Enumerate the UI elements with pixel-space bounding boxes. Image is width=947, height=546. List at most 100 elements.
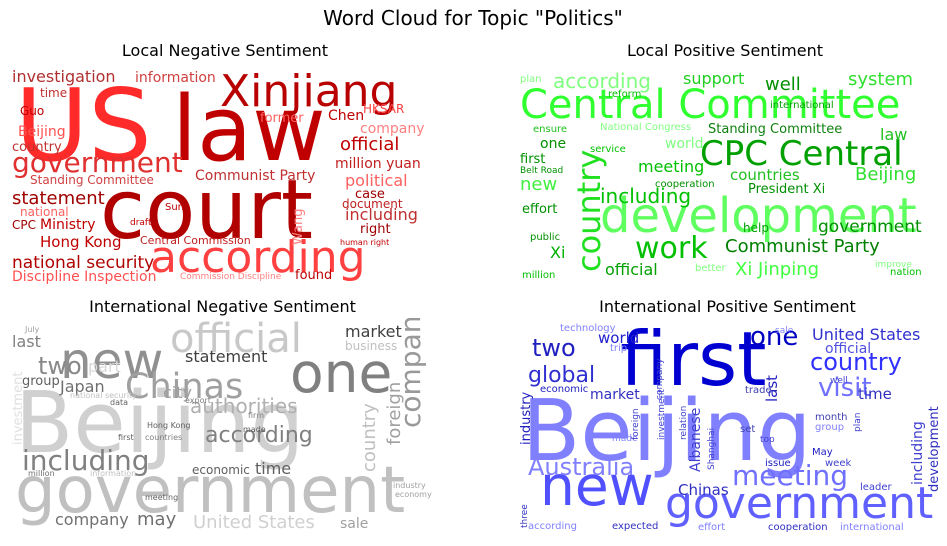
word: Commission Discipline [180,272,282,282]
word: may [137,509,177,530]
word: system [848,69,913,90]
word: meeting [638,157,704,176]
word: trip [610,343,627,354]
word: work [635,231,708,266]
word: according [553,69,651,93]
word: time [858,385,892,403]
word: court [100,163,313,258]
word: one [290,341,392,405]
word: draft [130,218,152,228]
word: human right [340,238,389,247]
word: first [118,433,134,442]
word: cooperation [768,522,828,533]
word: official [605,260,658,279]
word: month [815,412,847,423]
word: sale [775,326,794,336]
word: well [765,74,801,95]
word: US [15,67,152,184]
word: million [522,270,555,281]
word: public [530,232,560,243]
word: Albanese [688,408,704,472]
word: global [528,363,595,388]
word: last [12,332,41,351]
word: plan [520,74,542,85]
word: export [185,396,211,405]
word: investigation [12,67,116,86]
word: industry [393,481,426,490]
word: visit [818,373,872,403]
word: including [600,184,691,208]
word: United States [812,325,920,344]
word: made [243,425,266,434]
panel-title: Local Positive Sentiment [627,41,823,60]
word: national security [12,253,154,273]
word: nation [890,267,922,278]
word: new [60,332,163,390]
word: group [815,422,844,433]
word: found [295,268,332,283]
word: company [55,510,129,529]
word: HKSAR [363,102,404,116]
word: expected [612,521,658,532]
word: national [20,205,69,219]
word: help [743,221,769,235]
word: Japan [59,377,105,396]
word: CPC [12,218,36,232]
word: Chinas [125,367,243,407]
word: technology [560,323,616,334]
word: support [683,69,744,88]
word: Beijing [522,382,811,481]
word: two [532,334,576,362]
word: Xi [550,243,565,262]
word: according [150,232,366,283]
word: political [345,171,408,190]
word: Standing Committee [30,173,154,187]
word: Communist Party [195,168,315,184]
word: Hong Kong [40,233,122,251]
word: international [770,100,834,111]
word: one [750,322,798,352]
word: case [355,187,385,202]
word: statement [12,188,105,209]
word: official [825,341,871,357]
word: Xinjiang [220,66,397,117]
word: information [135,70,216,86]
word: top [760,435,775,445]
panel-title: International Negative Sentiment [89,297,356,316]
word: trade [745,385,772,396]
word: Ministry [40,217,96,233]
word: last [763,375,781,402]
word: including [910,421,926,485]
word: city [163,383,192,402]
word: country [570,150,608,272]
word: three [520,504,530,528]
word: service [590,144,626,155]
word: Shanghai [707,428,717,470]
word: world [598,329,639,347]
word: United States [193,512,315,533]
word: time [255,459,291,478]
word: market [345,322,402,341]
word: statement [185,347,267,366]
word: foreign [384,382,405,445]
word: National Congress [600,122,691,133]
word: first [520,152,545,167]
word: development [927,406,942,492]
word: economic [540,384,588,395]
word: Beijing [855,164,916,185]
word: CPC Central [700,134,903,174]
word: time [40,86,67,100]
word: million [28,469,55,478]
word: week [825,458,851,469]
word: Standing Committee [708,122,842,137]
word: document [342,197,403,211]
word: Hong Kong [147,421,191,430]
word: effort [522,202,557,217]
word: meeting [732,459,848,492]
word: information [90,469,136,478]
word: Sun [165,202,184,213]
word: economy [395,490,432,499]
